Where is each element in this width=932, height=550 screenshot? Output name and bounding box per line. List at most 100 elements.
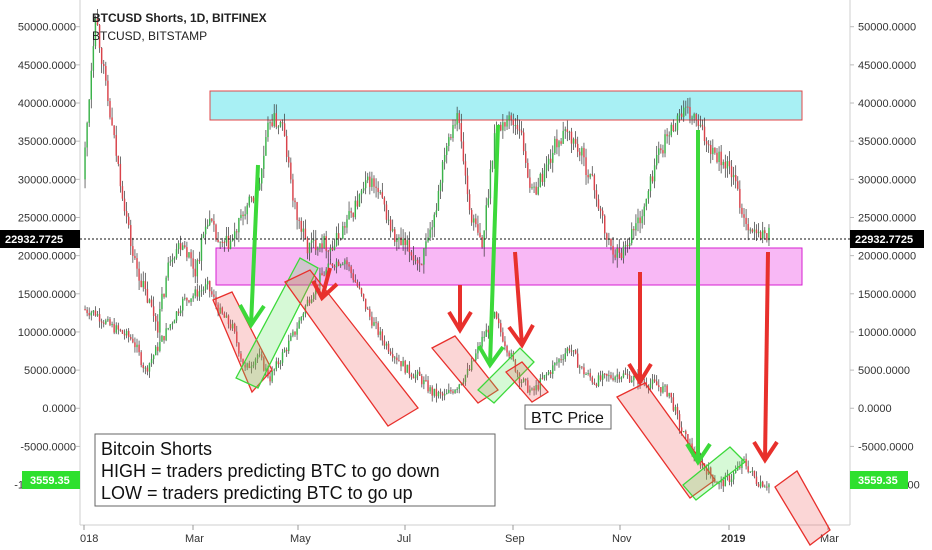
shorts-candle (335, 261, 338, 268)
price-candle (337, 233, 340, 239)
price-candle (516, 124, 519, 130)
shorts-candle (535, 385, 537, 391)
y-tick-left: 25000.0000 (18, 212, 76, 224)
price-candle (342, 226, 344, 239)
shorts-candle (764, 486, 766, 488)
shorts-candle (165, 328, 167, 341)
x-tick-label: 018 (80, 533, 98, 545)
price-candle (699, 124, 702, 126)
price-candle (329, 247, 332, 252)
shorts-candle (464, 375, 467, 383)
shorts-candle (653, 379, 656, 382)
shorts-candle (344, 260, 346, 265)
shorts-candle (300, 317, 302, 321)
price-candle (558, 141, 560, 148)
shorts-tag-left-label: 3559.35 (30, 475, 70, 487)
price-candle (547, 158, 550, 165)
shorts-candle (373, 322, 375, 326)
shorts-candle (552, 365, 554, 374)
shorts-candle (633, 375, 635, 381)
shorts-candle (649, 383, 652, 388)
shorts-candle (233, 323, 236, 332)
y-tick-left: 35000.0000 (18, 136, 76, 148)
price-candle (90, 70, 93, 100)
price-candle (506, 119, 508, 127)
price-candle (175, 249, 178, 258)
resistance-zone (209, 90, 803, 121)
price-candle (541, 173, 544, 182)
price-candle (352, 212, 354, 218)
price-candle (219, 241, 221, 243)
price-candle (446, 146, 448, 155)
shorts-candle (624, 373, 627, 375)
price-candle (292, 179, 294, 201)
shorts-candle (250, 366, 253, 368)
shorts-candle (520, 381, 523, 384)
price-candle (404, 238, 406, 246)
price-candle (435, 210, 438, 215)
shorts-candle (622, 373, 625, 378)
price-candle (410, 252, 413, 256)
shorts-candle (173, 320, 176, 324)
shorts-candle (701, 463, 704, 466)
price-candle (639, 217, 641, 224)
y-tick-left: 45000.0000 (18, 60, 76, 72)
shorts-candle (171, 323, 174, 325)
price-candle (601, 210, 604, 216)
price-candle (111, 117, 113, 126)
price-candle (502, 122, 504, 131)
price-candle (689, 106, 691, 119)
shorts-candle (518, 373, 521, 384)
y-tick-right: -5000.0000 (858, 441, 914, 453)
shorts-candle (666, 385, 668, 397)
shorts-candle (504, 341, 506, 347)
price-candle (697, 119, 700, 126)
shorts-candle (371, 316, 373, 326)
price-candle (631, 228, 633, 244)
price-candle (140, 280, 142, 288)
price-candle (587, 174, 589, 178)
shorts-candle (543, 375, 546, 379)
shorts-candle (223, 313, 226, 318)
price-candle (473, 218, 475, 223)
price-candle (209, 218, 211, 225)
price-candle (545, 164, 548, 171)
shorts-candle (340, 264, 342, 266)
price-candle (655, 154, 658, 166)
shorts-candle (443, 394, 446, 396)
shorts-candle (612, 378, 614, 381)
price-candle (115, 135, 117, 156)
shorts-candle (747, 466, 749, 472)
price-candle (464, 161, 467, 176)
shorts-candle (283, 349, 286, 353)
shorts-candle (267, 367, 269, 377)
shorts-candle (281, 352, 284, 363)
shorts-candle (269, 376, 271, 382)
shorts-candle (219, 307, 221, 314)
arrow-green-3 (685, 130, 712, 466)
price-candle (543, 170, 546, 182)
shorts-candle (277, 361, 280, 365)
trend-box-down-2 (284, 269, 419, 427)
price-candle (132, 246, 134, 256)
shorts-tag-left: 3559.35 (22, 471, 80, 489)
price-candle (570, 131, 573, 144)
price-candle (125, 211, 128, 217)
price-candle (637, 217, 639, 224)
price-candle (148, 299, 151, 303)
shorts-candle (421, 375, 423, 385)
shorts-candle (710, 467, 712, 475)
shorts-candle (437, 392, 440, 397)
price-candle (616, 248, 618, 258)
shorts-candle (377, 323, 379, 335)
price-candle (618, 248, 621, 253)
price-candle (518, 129, 521, 131)
price-candle (265, 137, 267, 156)
shorts-candle (412, 376, 415, 379)
shorts-candle (194, 289, 196, 296)
price-candle (556, 138, 558, 148)
price-candle (86, 122, 88, 148)
shorts-candle (745, 458, 747, 467)
price-candle (103, 63, 105, 67)
